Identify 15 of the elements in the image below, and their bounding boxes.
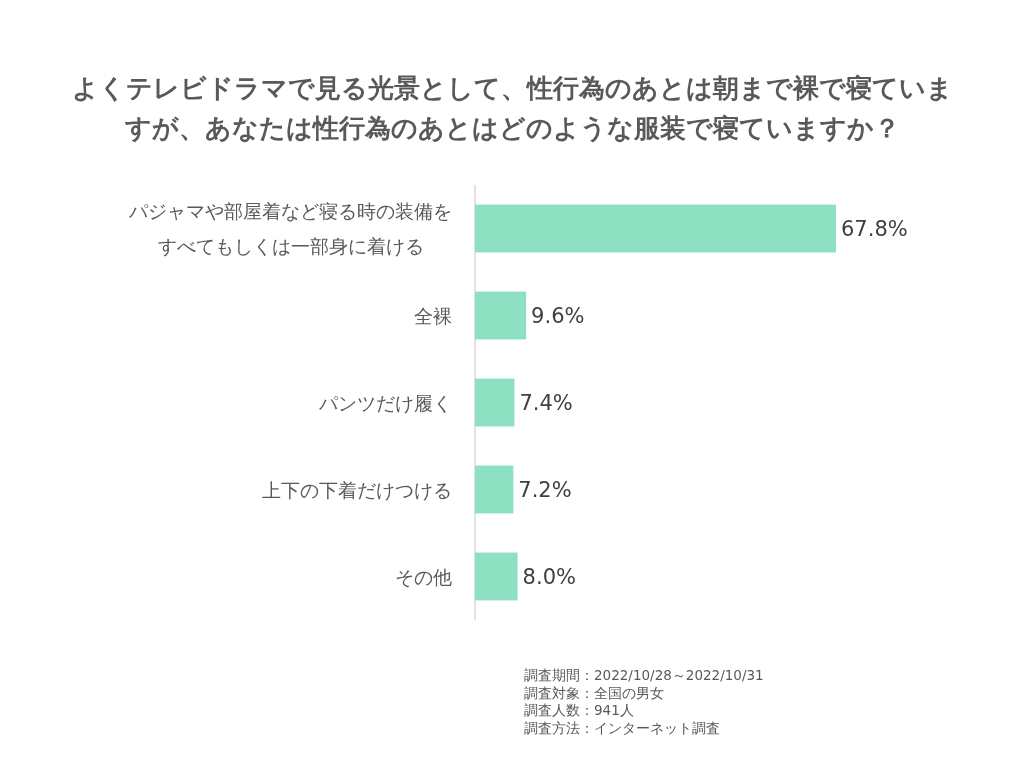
data-label: 7.4%	[519, 390, 573, 415]
data-label: 8.0%	[522, 564, 576, 589]
category-label: パンツだけ履く	[319, 391, 452, 414]
category-label: 全裸	[414, 304, 452, 327]
category-label: パジャマや部屋着など寝る時の装備をすべてもしくは一部身に着ける	[129, 200, 452, 257]
annotation: 調査期間：2022/10/28～2022/10/31	[524, 667, 764, 683]
category-label: 上下の下着だけつける	[262, 478, 452, 501]
annotation: 調査人数：941人	[524, 702, 634, 718]
data-label: 9.6%	[531, 303, 585, 328]
annotation: 調査対象：全国の男女	[524, 684, 664, 701]
category-label: その他	[395, 565, 452, 588]
data-label: 67.8%	[841, 216, 908, 241]
annotation: 調査方法：インターネット調査	[524, 719, 720, 736]
data-label: 7.2%	[518, 477, 572, 502]
title: よくテレビドラマで見る光景として、性行為のあとは朝まで裸で寝ていますが、あなたは性行為のあとはどのような服装で寝ていますか？	[71, 73, 953, 143]
